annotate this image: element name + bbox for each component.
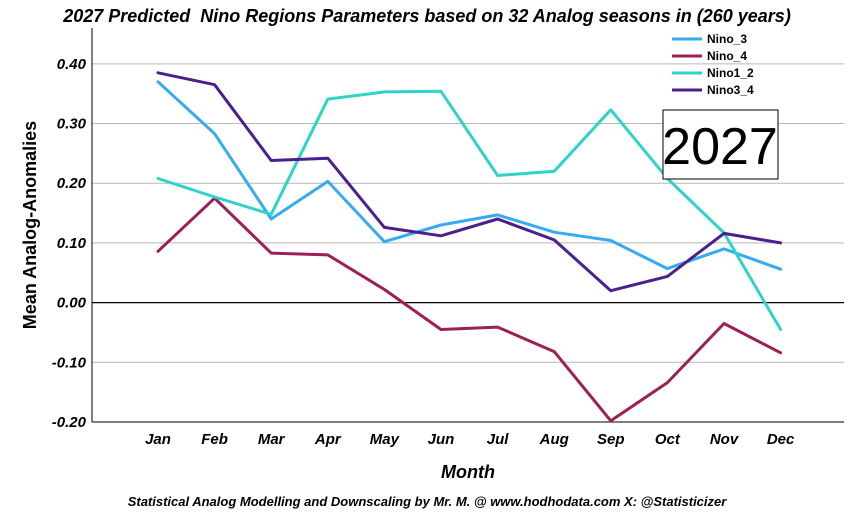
series-lines (156, 71, 783, 423)
y-axis-title: Mean Analog-Anomalies (20, 121, 40, 329)
x-axis-title: Month (441, 462, 495, 482)
series-line-nino-4 (156, 196, 783, 423)
y-tick-labels: -0.20 -0.10 0.00 0.10 0.20 0.30 0.40 (52, 56, 87, 431)
x-tick-label: Oct (655, 431, 681, 448)
x-tick-label: Jan (145, 431, 171, 448)
x-tick-label: May (370, 431, 400, 448)
legend: Nino_3 Nino_4 Nino1_2 Nino3_4 (672, 32, 754, 97)
y-tick-label: 0.20 (57, 175, 87, 192)
x-tick-label: Mar (258, 431, 286, 448)
series-line-nino3-4 (156, 71, 783, 293)
x-tick-label: Aug (539, 431, 569, 448)
legend-label: Nino_4 (707, 49, 747, 63)
y-tick-label: 0.00 (57, 295, 87, 312)
legend-label: Nino_3 (707, 32, 747, 46)
y-tick-label: -0.10 (52, 354, 87, 371)
footer-credit: Statistical Analog Modelling and Downsca… (127, 494, 727, 509)
x-tick-label: Nov (710, 431, 740, 448)
year-annotation-box: 2027 (662, 109, 779, 180)
legend-label: Nino1_2 (707, 66, 754, 80)
series-line-nino1-2 (156, 89, 783, 331)
y-tick-label: 0.30 (57, 116, 87, 133)
x-tick-label: Apr (314, 431, 342, 448)
legend-label: Nino3_4 (707, 83, 754, 97)
x-tick-labels: Jan Feb Mar Apr May Jun Jul Aug Sep Oct Nov Dec (145, 431, 795, 448)
y-tick-label: 0.10 (57, 235, 87, 252)
series-line-nino-3 (156, 80, 783, 271)
y-tick-label: 0.40 (57, 56, 87, 73)
year-annotation: 2027 (662, 118, 778, 176)
x-tick-label: Dec (767, 431, 795, 448)
x-tick-label: Feb (201, 431, 228, 448)
chart-title: 2027 Predicted Nino Regions Parameters b… (63, 6, 791, 26)
x-tick-label: Sep (597, 431, 625, 448)
axes (91, 28, 844, 423)
x-tick-label: Jul (487, 431, 510, 448)
x-tick-label: Jun (428, 431, 455, 448)
y-tick-label: -0.20 (52, 414, 87, 431)
